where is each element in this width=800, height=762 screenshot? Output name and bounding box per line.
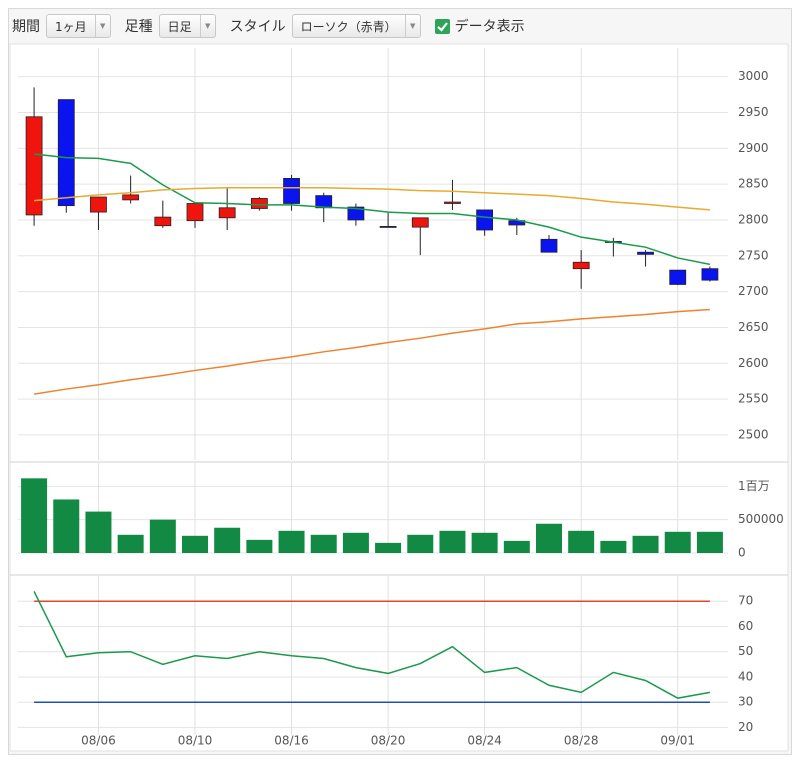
candle-label: 足種: [124, 19, 153, 35]
style-value: ローソク（赤青）: [300, 19, 397, 34]
bar: [600, 540, 627, 553]
y-tick-label: 50: [738, 644, 753, 658]
x-tick-label: 08/24: [467, 734, 502, 748]
series-line: [33, 308, 710, 395]
candle-body: [476, 209, 494, 231]
bar: [664, 531, 691, 553]
y-tick-label: 500000: [738, 512, 784, 526]
candle-body: [637, 251, 654, 255]
series-line: [34, 153, 711, 266]
y-tick-label: 2900: [738, 141, 769, 155]
bar: [632, 535, 659, 553]
series-line: [33, 591, 711, 699]
y-tick-label: 2500: [738, 427, 769, 441]
candle-body: [57, 99, 75, 207]
bar: [278, 530, 305, 553]
candle-body: [154, 216, 172, 227]
candle-body: [347, 206, 365, 221]
x-tick-label: 08/16: [274, 734, 309, 748]
y-tick-label: 70: [738, 594, 753, 608]
x-tick-label: 08/10: [178, 734, 213, 748]
bar: [182, 535, 208, 553]
style-dropdown[interactable]: ローソク（赤青） ▼: [291, 14, 421, 38]
y-tick-label: 2750: [738, 248, 769, 262]
bar: [85, 511, 112, 553]
data-display-checkbox[interactable]: [434, 18, 450, 34]
period-value: 1ヶ月: [55, 19, 87, 34]
toolbar: 期間 1ヶ月 ▼ 足種 日足 ▼ スタイル ローソク（赤青） ▼ データ表示: [12, 12, 525, 40]
y-tick-label: 0: [738, 546, 746, 560]
bar: [568, 530, 595, 553]
candle-body: [186, 203, 204, 222]
checkmark: [436, 21, 448, 32]
candle-body: [444, 201, 461, 204]
bar: [439, 530, 466, 553]
candle-value: 日足: [167, 19, 192, 34]
bar: [503, 540, 530, 553]
bar: [21, 478, 48, 553]
chart-area: [9, 43, 789, 752]
bar: [342, 532, 369, 553]
x-tick-label: 09/01: [660, 734, 695, 748]
dropdown-arrow: ▼: [94, 15, 110, 37]
candle-body: [25, 116, 43, 216]
bar: [117, 534, 144, 553]
y-tick-label: 20: [738, 720, 753, 734]
y-tick-label: 30: [738, 695, 753, 709]
y-tick-label: 2700: [738, 284, 769, 298]
candle-body: [122, 194, 140, 201]
bar: [696, 531, 723, 553]
y-tick-label: 2550: [738, 392, 769, 406]
y-tick-label: 2850: [738, 177, 769, 191]
dropdown-arrow: ▼: [404, 15, 420, 37]
y-tick-label: 2650: [738, 320, 769, 334]
x-tick-label: 08/28: [564, 734, 599, 748]
bar: [214, 527, 241, 553]
candle-body: [90, 196, 107, 213]
y-tick-label: 40: [738, 669, 753, 683]
y-tick-label: 2950: [738, 105, 769, 119]
candle-body: [250, 198, 268, 209]
series-line: [34, 186, 710, 211]
bar: [471, 532, 498, 553]
candle-body: [540, 238, 558, 253]
data-display-label: データ表示: [454, 19, 525, 35]
bar: [310, 534, 337, 553]
style-label: スタイル: [229, 19, 286, 35]
bar: [149, 519, 176, 553]
bar: [246, 539, 273, 553]
bar: [53, 499, 80, 553]
y-tick-label: 2800: [738, 212, 769, 226]
candle-body: [379, 226, 397, 228]
y-tick-label: 1百万: [738, 479, 770, 493]
candle-body: [283, 178, 300, 204]
bar: [375, 542, 402, 553]
candle-body: [411, 217, 429, 228]
dropdown-arrow: ▼: [199, 15, 215, 37]
bar: [536, 523, 562, 553]
period-dropdown[interactable]: 1ヶ月 ▼: [46, 14, 111, 38]
bar: [407, 534, 434, 553]
candle-body: [572, 261, 590, 270]
y-tick-label: 60: [738, 619, 753, 633]
period-label: 期間: [12, 19, 40, 35]
y-tick-label: 3000: [738, 69, 769, 83]
candle-body: [669, 269, 687, 285]
y-tick-label: 2600: [738, 356, 769, 370]
candle-body: [218, 207, 236, 219]
x-tick-label: 08/20: [371, 734, 406, 748]
candle-dropdown[interactable]: 日足 ▼: [158, 14, 216, 38]
x-tick-label: 08/06: [81, 734, 116, 748]
candle-body: [701, 268, 719, 281]
